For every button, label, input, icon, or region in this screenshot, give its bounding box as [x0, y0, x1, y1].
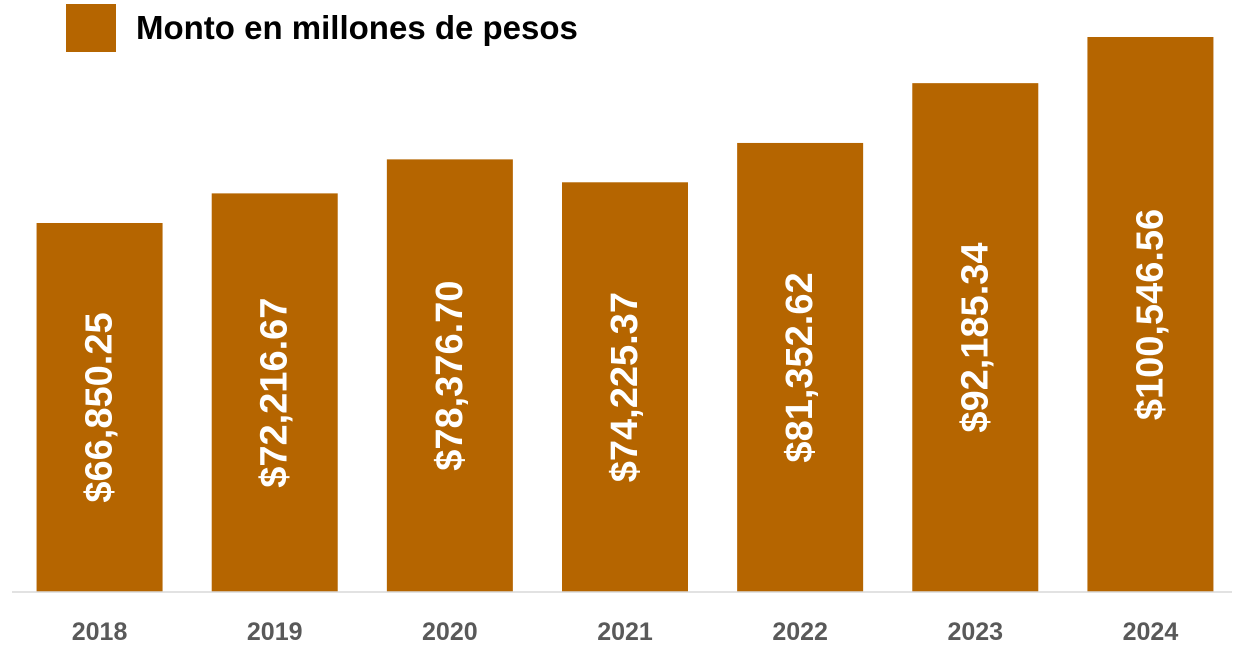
data-label-2021: $74,225.37 — [604, 292, 646, 482]
x-tick-label-2020: 2020 — [422, 618, 478, 645]
data-label-2024: $100,546.56 — [1129, 209, 1171, 420]
bar-2019 — [211, 193, 338, 592]
x-tick-label-2022: 2022 — [772, 618, 828, 645]
legend: Monto en millones de pesos — [66, 4, 578, 52]
data-label-2022: $81,352.62 — [779, 272, 821, 462]
x-tick-label-2019: 2019 — [247, 618, 303, 645]
legend-label: Monto en millones de pesos — [136, 9, 578, 46]
data-labels: $66,850.25 $72,216.67 $78,376.70 $74,225.37… — [79, 209, 1172, 503]
bar-2021 — [562, 182, 688, 592]
bar-2024 — [1087, 37, 1214, 592]
x-tick-label-2024: 2024 — [1123, 618, 1179, 645]
bars — [36, 37, 1214, 592]
data-label-2018: $66,850.25 — [79, 312, 121, 502]
x-tick-label-2023: 2023 — [947, 618, 1003, 645]
data-label-2019: $72,216.67 — [254, 298, 296, 488]
x-tick-label-2018: 2018 — [72, 618, 128, 645]
data-label-2023: $92,185.34 — [954, 242, 996, 432]
bar-2020 — [386, 159, 513, 592]
legend-swatch — [66, 4, 116, 52]
bar-2018 — [36, 222, 163, 592]
bar-2023 — [912, 83, 1039, 592]
bar-2022 — [737, 142, 864, 592]
x-tick-label-2021: 2021 — [597, 618, 653, 645]
x-axis-ticks: 2018 2019 2020 2021 2022 2023 2024 — [72, 618, 1179, 645]
data-label-2020: $78,376.70 — [429, 281, 471, 471]
